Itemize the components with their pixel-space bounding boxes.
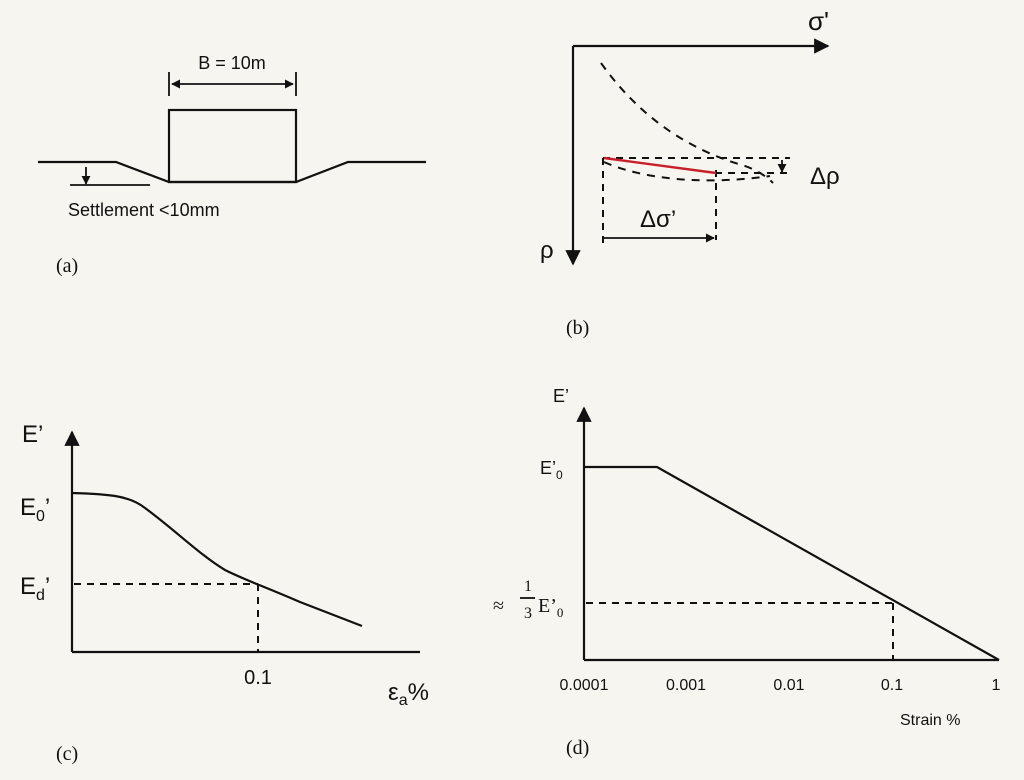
c-y-axis-label: E’ (22, 421, 43, 448)
d-e0-label: E’0 (540, 458, 563, 482)
panel-b: σ' ρ Δρ Δσ’ (b) (540, 6, 840, 339)
c-x-tick: 0.1 (244, 667, 272, 689)
width-label: B = 10m (198, 53, 266, 73)
reload-curve (603, 161, 771, 182)
panel-d: E’ E’0 ≈1 3 E’0 0.0001 0.001 0.01 0.1 1 Strain… (493, 386, 1001, 759)
d-x-tick-label: 0.01 (773, 677, 804, 694)
d-third-e0-label: ≈1 3 E’0 (493, 578, 563, 622)
caption-c: (c) (56, 743, 78, 765)
foundation-block (167, 108, 298, 184)
caption-b: (b) (566, 317, 589, 339)
ed-label: Ed’ (20, 573, 50, 604)
loading-curve (600, 62, 774, 184)
delta-sigma-label: Δσ’ (640, 206, 676, 233)
rho-axis-label: ρ (540, 237, 554, 264)
e0-label: E0’ (20, 494, 50, 525)
d-x-tick-label: 0.1 (881, 677, 903, 694)
panel-c: E’ E0’ Ed’ 0.1 εa% (c) (20, 421, 429, 765)
settlement-label: Settlement <10mm (68, 200, 220, 220)
caption-a: (a) (56, 255, 78, 277)
stiffness-degradation-curve (71, 491, 363, 628)
secant-line (603, 156, 717, 175)
d-x-tick-label: 0.0001 (560, 677, 609, 694)
c-x-axis-label: εa% (388, 679, 429, 709)
caption-d: (d) (566, 737, 589, 759)
ground-profile (38, 160, 426, 184)
panel-a: B = 10m Settlement <10mm (a) (38, 53, 426, 277)
d-x-tick-label: 0.001 (666, 677, 706, 694)
d-y-axis-label: E’ (553, 386, 569, 406)
delta-rho-label: Δρ (810, 163, 840, 190)
sigma-axis-label: σ' (808, 6, 829, 36)
modulus-decay-line (584, 465, 1000, 661)
d-x-tick-label: 1 (992, 677, 1001, 694)
d-x-tick-labels: 0.0001 0.001 0.01 0.1 1 (560, 677, 1001, 694)
d-x-axis-label: Strain % (900, 712, 960, 729)
